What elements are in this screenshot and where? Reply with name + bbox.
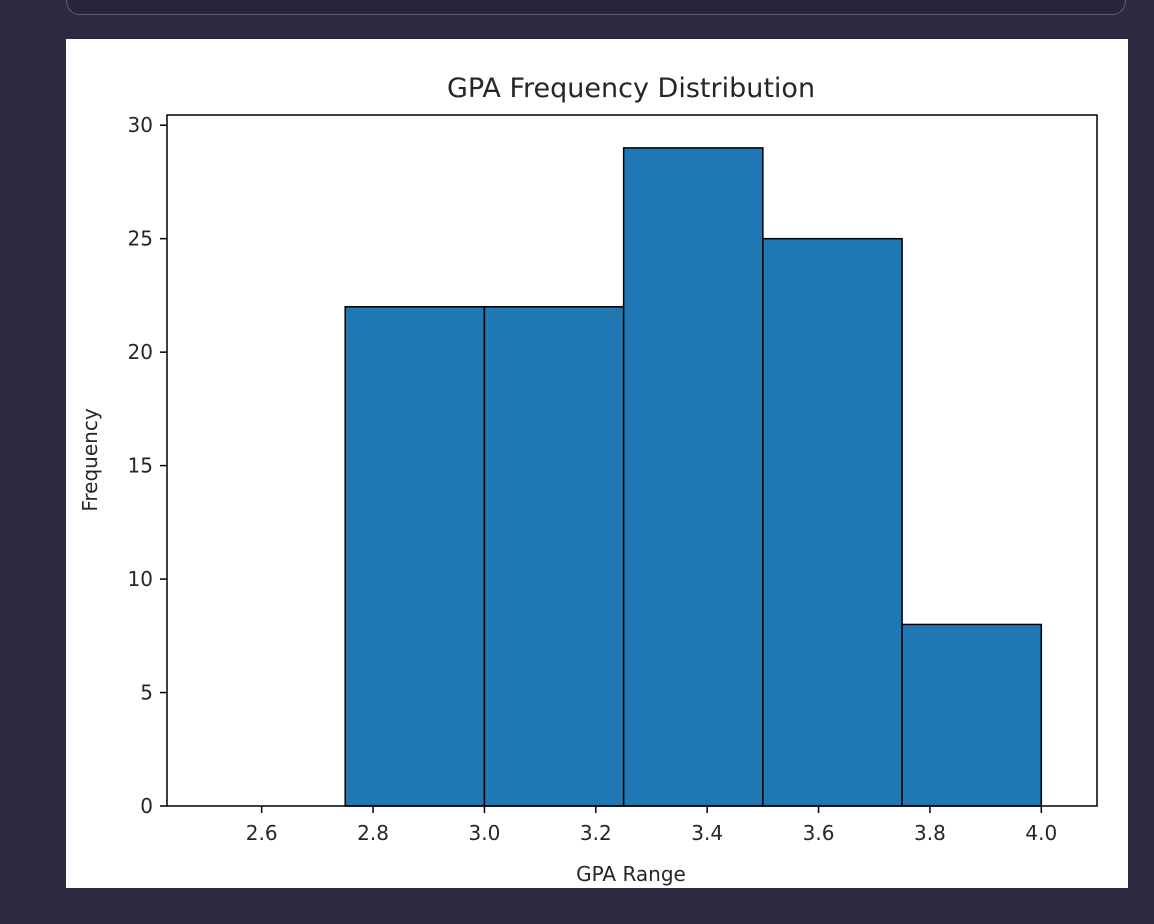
x-axis-label: GPA Range bbox=[576, 862, 686, 886]
y-tick-label: 25 bbox=[128, 227, 153, 251]
y-tick-label: 15 bbox=[128, 454, 153, 478]
chart-title: GPA Frequency Distribution bbox=[447, 73, 815, 104]
y-tick-label: 5 bbox=[140, 681, 153, 705]
y-axis-label: Frequency bbox=[78, 408, 102, 511]
histogram-bar bbox=[344, 306, 486, 807]
x-tick-label: 3.8 bbox=[914, 821, 946, 845]
x-tick-label: 3.0 bbox=[469, 821, 501, 845]
chart-figure: GPA Frequency Distribution 2.6 2.8 3.0 3.2 3… bbox=[66, 39, 1128, 888]
x-tick-label: 3.6 bbox=[803, 821, 835, 845]
x-tick-label: 4.0 bbox=[1025, 821, 1057, 845]
x-tick-label: 3.4 bbox=[691, 821, 723, 845]
plot-frame bbox=[166, 114, 1098, 807]
histogram-chart: GPA Frequency Distribution 2.6 2.8 3.0 3.2 3… bbox=[78, 73, 1098, 886]
y-tick-label: 30 bbox=[128, 113, 153, 137]
x-ticks-group: 2.6 2.8 3.0 3.2 3.4 3.6 3.8 4.0 bbox=[246, 806, 1057, 845]
bars-group bbox=[344, 147, 1043, 807]
y-tick-label: 0 bbox=[140, 794, 153, 818]
y-tick-label: 20 bbox=[128, 340, 153, 364]
top-panel bbox=[66, 0, 1126, 15]
histogram-bar bbox=[483, 306, 625, 807]
histogram-bar bbox=[901, 623, 1043, 807]
histogram-bar bbox=[762, 237, 903, 807]
x-tick-label: 3.2 bbox=[580, 821, 612, 845]
y-tick-label: 10 bbox=[128, 567, 153, 591]
histogram-bar bbox=[622, 147, 764, 807]
y-ticks-group: 0 5 10 15 20 25 30 bbox=[128, 113, 167, 818]
x-tick-label: 2.6 bbox=[246, 821, 278, 845]
x-tick-label: 2.8 bbox=[357, 821, 389, 845]
